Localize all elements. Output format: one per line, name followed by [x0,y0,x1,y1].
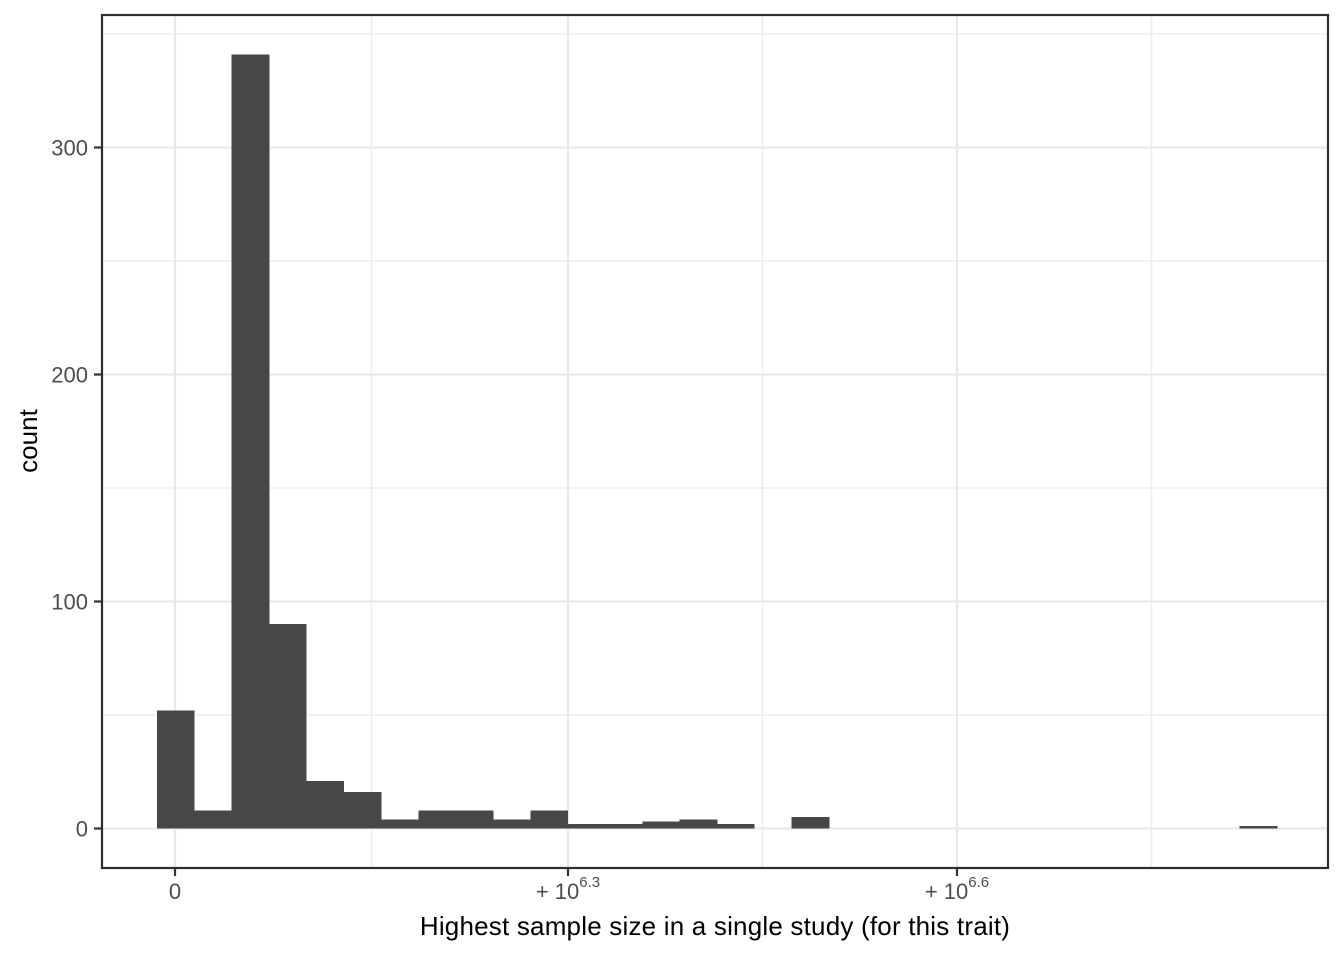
histogram-bar [418,810,457,829]
y-axis-title: count [13,409,43,473]
histogram-bar [716,823,755,829]
y-tick-label: 0 [76,817,88,842]
x-tick-label: 0 [169,879,181,904]
histogram-bar [642,821,681,829]
histogram-bar [343,792,382,829]
histogram-bar [492,819,531,829]
histogram-bar [567,823,606,829]
histogram-bar [679,819,718,829]
x-tick-label: + 106.3 [536,874,600,904]
histogram-bar [231,54,270,829]
y-tick-label: 300 [51,136,88,161]
y-tick-label: 100 [51,590,88,615]
x-axis-title: Highest sample size in a single study (f… [419,911,1011,941]
y-tick-label: 200 [51,363,88,388]
histogram-bar [604,823,643,829]
histogram-bar [530,810,569,829]
histogram-bar [194,810,233,829]
x-tick-label: + 106.6 [925,874,989,904]
histogram-bar [380,819,419,829]
histogram-bar [791,817,830,829]
histogram-bar [306,780,345,829]
panel-border [100,13,1330,870]
histogram-bar [1239,826,1278,829]
histogram-bar [157,710,195,829]
histogram-bar [455,810,494,829]
histogram-bar [268,624,307,829]
